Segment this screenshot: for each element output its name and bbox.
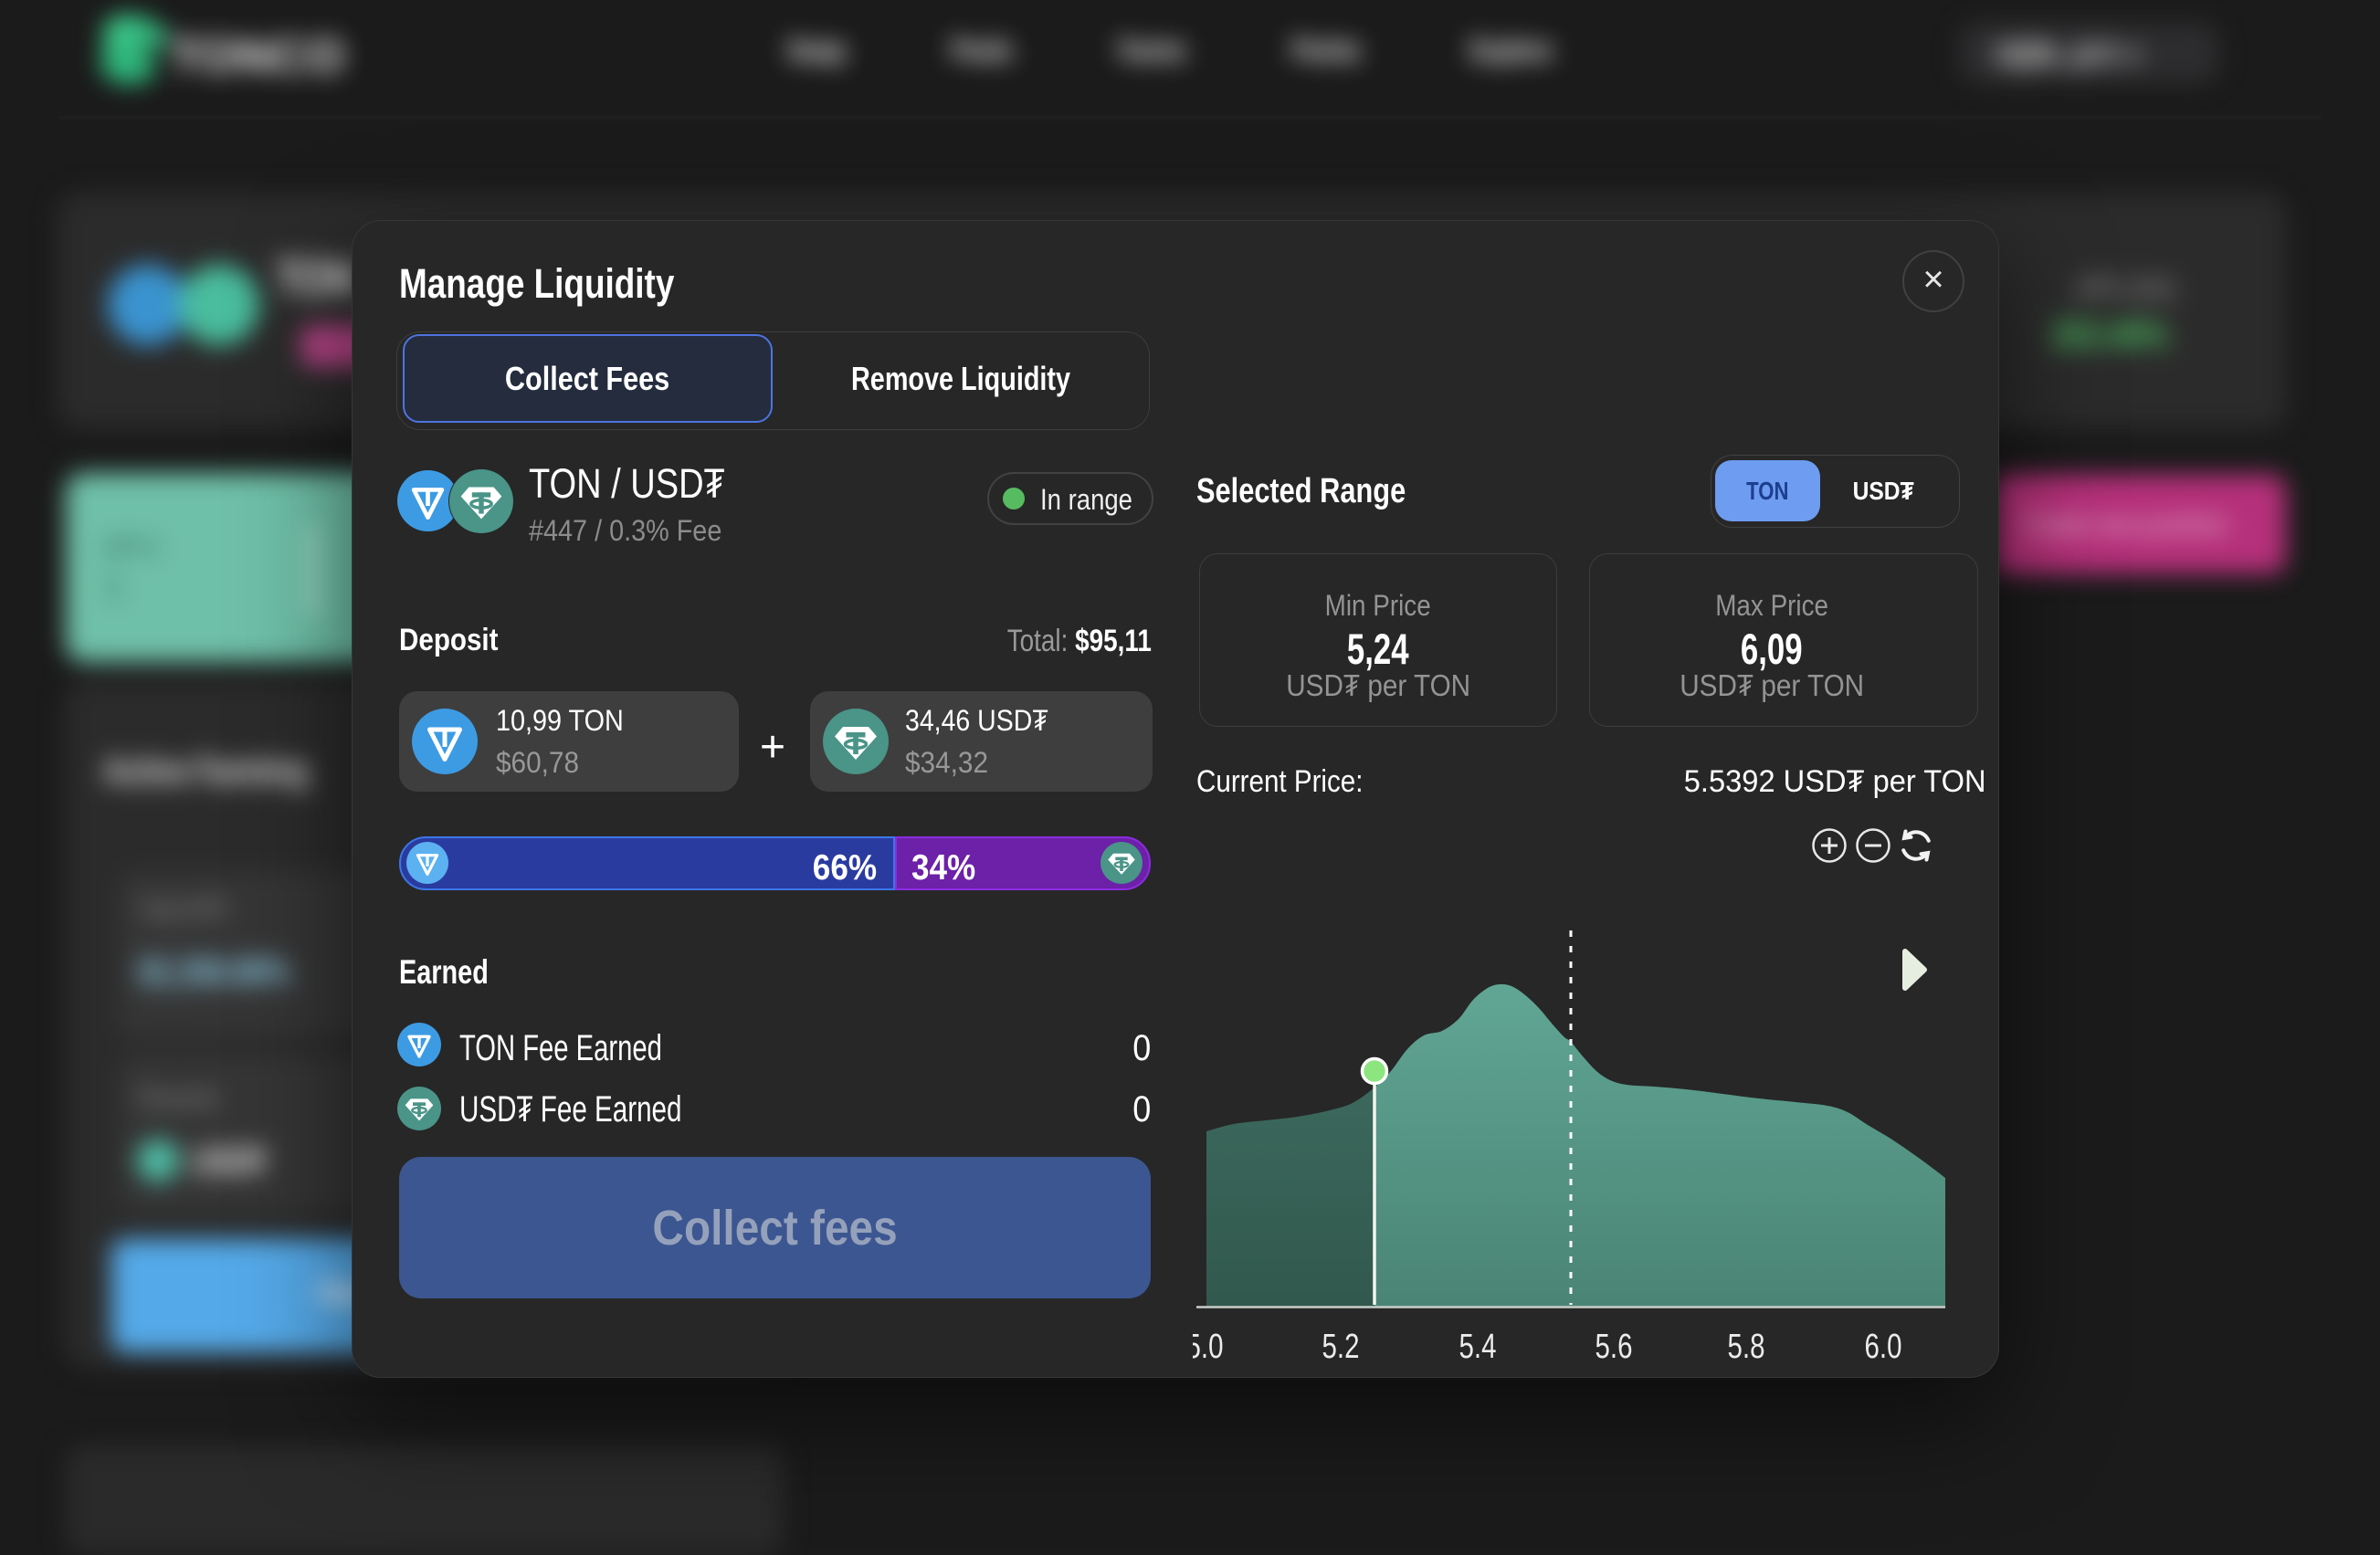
svg-text:6.0: 6.0 [1865, 1328, 1902, 1366]
svg-text:5.0: 5.0 [1193, 1328, 1224, 1366]
svg-text:5.8: 5.8 [1728, 1328, 1765, 1366]
svg-text:5.6: 5.6 [1595, 1328, 1633, 1366]
svg-text:5.4: 5.4 [1459, 1328, 1497, 1366]
svg-text:5.2: 5.2 [1322, 1328, 1360, 1366]
